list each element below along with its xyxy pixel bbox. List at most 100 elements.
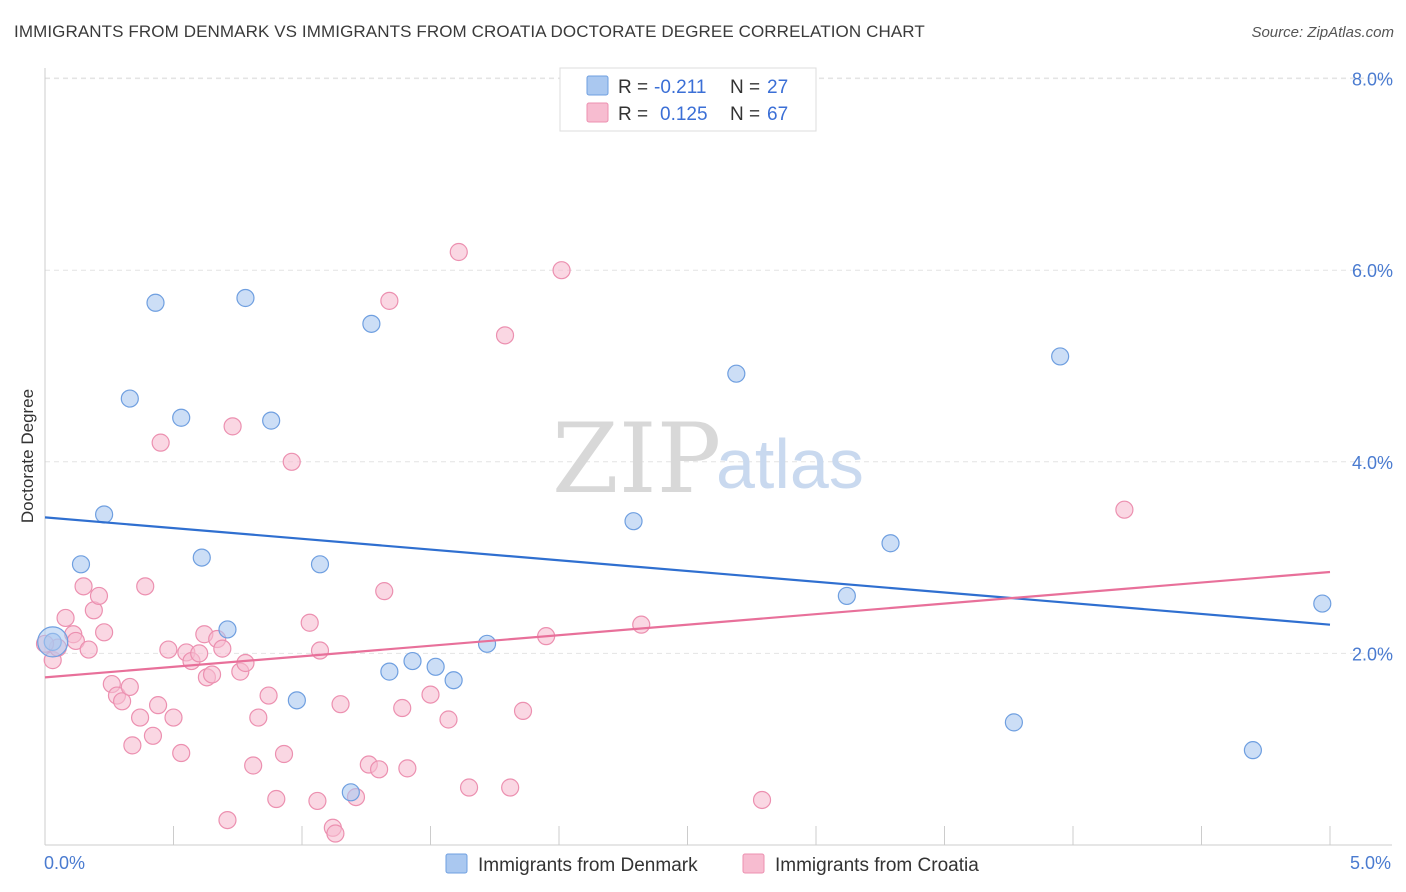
x-tick-label-max: 5.0%	[1350, 853, 1391, 873]
watermark-zip: ZIP	[552, 403, 721, 515]
y-tick-label: 4.0%	[1352, 453, 1393, 473]
denmark-point	[837, 586, 856, 606]
croatia-point	[120, 677, 139, 697]
croatia-point	[282, 452, 301, 471]
croatia-point	[552, 261, 571, 280]
croatia-point	[274, 744, 294, 764]
croatia-point	[164, 708, 183, 727]
croatia-point	[190, 644, 209, 663]
croatia-point	[300, 613, 319, 632]
bottom-legend-denmark-swatch	[445, 853, 468, 874]
croatia-point	[213, 639, 232, 658]
denmark-point	[310, 555, 330, 574]
denmark-point	[95, 505, 114, 524]
croatia-point	[421, 685, 440, 704]
bottom-legend-denmark-label: Immigrants from Denmark	[478, 855, 698, 876]
croatia-trend-line	[44, 570, 1331, 679]
croatia-point	[398, 759, 417, 778]
croatia-point	[267, 789, 286, 809]
denmark-point	[218, 620, 237, 639]
croatia-point	[449, 242, 468, 262]
denmark-point	[403, 651, 422, 671]
denmark-point	[624, 512, 643, 531]
watermark-atlas: atlas	[716, 425, 864, 503]
denmark-point	[362, 314, 381, 333]
source-label: Source: ZipAtlas.com	[1251, 24, 1394, 41]
denmark-point	[727, 364, 746, 383]
legend-denmark-swatch	[586, 75, 609, 96]
croatia-point	[56, 608, 75, 628]
legend-croatia-n-label: N =	[730, 104, 760, 125]
denmark-point	[172, 408, 191, 427]
croatia-point	[148, 696, 168, 715]
chart-title: IMMIGRANTS FROM DENMARK VS IMMIGRANTS FR…	[14, 22, 925, 41]
croatia-point	[1115, 500, 1134, 519]
croatia-point	[310, 641, 330, 660]
denmark-point	[236, 288, 255, 308]
legend-croatia-r-label: R =	[618, 104, 648, 125]
gridlines	[45, 77, 1392, 654]
croatia-point	[326, 824, 345, 843]
croatia-point	[513, 701, 533, 720]
denmark-point	[287, 691, 306, 710]
croatia-point	[249, 708, 268, 727]
x-tick-marks	[44, 826, 1331, 845]
croatia-point	[223, 417, 242, 436]
legend-croatia-swatch	[586, 102, 609, 123]
y-axis-label: Doctorate Degree	[18, 389, 37, 523]
croatia-point	[79, 640, 98, 659]
denmark-point	[380, 662, 399, 681]
croatia-point	[495, 326, 515, 345]
denmark-points	[37, 288, 1332, 802]
denmark-point	[426, 657, 445, 676]
croatia-point	[89, 586, 109, 606]
denmark-point	[1313, 594, 1332, 613]
croatia-point	[172, 743, 191, 763]
legend: R = -0.211 N = 27 R = 0.125 N = 67	[559, 67, 817, 132]
legend-croatia-n-value: 67	[767, 104, 788, 125]
denmark-point	[71, 555, 91, 574]
croatia-point	[370, 760, 389, 779]
croatia-point	[159, 640, 178, 659]
denmark-point	[881, 534, 900, 553]
croatia-point	[375, 582, 394, 601]
legend-denmark-n-label: N =	[730, 77, 760, 98]
legend-denmark-r-value: -0.211	[654, 77, 706, 98]
croatia-point	[95, 623, 114, 642]
croatia-point	[112, 692, 132, 711]
croatia-point	[501, 778, 520, 797]
croatia-point	[151, 433, 170, 452]
croatia-point	[439, 710, 458, 729]
croatia-point	[380, 291, 399, 310]
croatia-point	[244, 756, 263, 775]
croatia-point	[74, 577, 93, 596]
y-tick-label: 2.0%	[1352, 644, 1393, 664]
croatia-point	[308, 791, 327, 811]
croatia-point	[632, 615, 651, 634]
croatia-point	[259, 686, 278, 705]
bottom-legend-croatia-swatch	[742, 853, 765, 874]
y-tick-label: 6.0%	[1352, 261, 1393, 281]
legend-denmark-r-label: R =	[618, 77, 648, 98]
croatia-point	[218, 810, 237, 830]
denmark-point-cluster	[37, 626, 69, 658]
croatia-point	[459, 778, 479, 797]
croatia-point	[123, 736, 142, 755]
croatia-point	[236, 653, 255, 673]
croatia-points	[35, 242, 1134, 843]
denmark-point	[341, 783, 360, 802]
denmark-point	[1243, 741, 1263, 760]
x-tick-label-min: 0.0%	[44, 853, 85, 873]
denmark-point	[192, 548, 211, 567]
legend-croatia-r-value: 0.125	[660, 104, 708, 125]
denmark-point	[146, 293, 165, 312]
croatia-point	[393, 698, 412, 718]
y-tick-labels: 2.0% 4.0% 6.0% 8.0%	[1352, 70, 1393, 665]
bottom-legend: Immigrants from Denmark Immigrants from …	[445, 853, 979, 876]
croatia-point	[331, 695, 350, 714]
denmark-trend-line	[44, 516, 1331, 626]
y-tick-label: 8.0%	[1352, 70, 1393, 90]
croatia-point	[130, 708, 150, 727]
denmark-point	[1004, 713, 1023, 732]
